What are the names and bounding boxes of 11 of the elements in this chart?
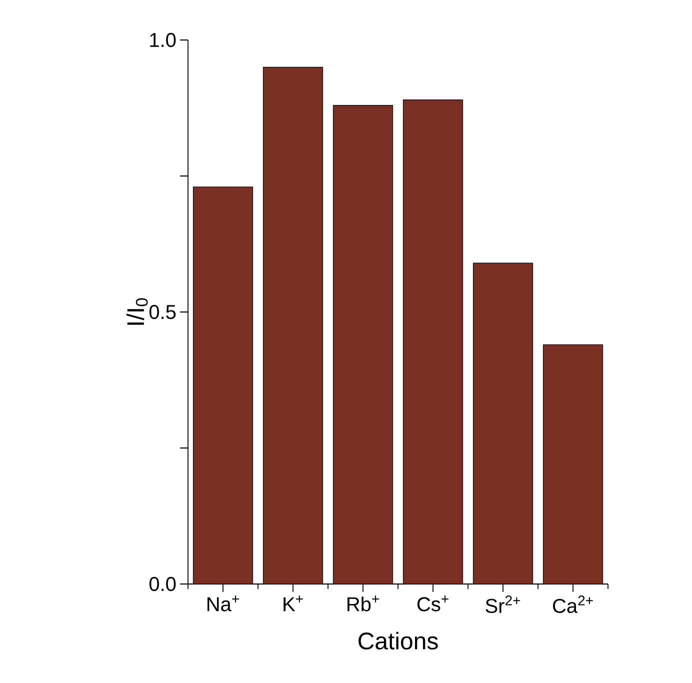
x-tick-label: Na$^{+}$ xyxy=(208,596,239,612)
y-axis-title: I/I$_{0}$ xyxy=(126,298,148,325)
x-tick-label: Ca$^{2+}$ xyxy=(553,596,593,614)
x-tick-label: Rb$^{+}$ xyxy=(348,596,379,612)
x-tick-label: Cs$^{+}$ xyxy=(417,596,448,612)
x-tick-label: Sr$^{2+}$ xyxy=(486,596,520,614)
x-tick-label: K$^{+}$ xyxy=(284,596,303,612)
y-tick-label: 1.0 xyxy=(150,32,176,48)
y-tick-label: 0.0 xyxy=(149,576,176,592)
x-axis-title: Cations xyxy=(358,632,438,650)
y-tick-label: 0.5 xyxy=(149,304,176,320)
